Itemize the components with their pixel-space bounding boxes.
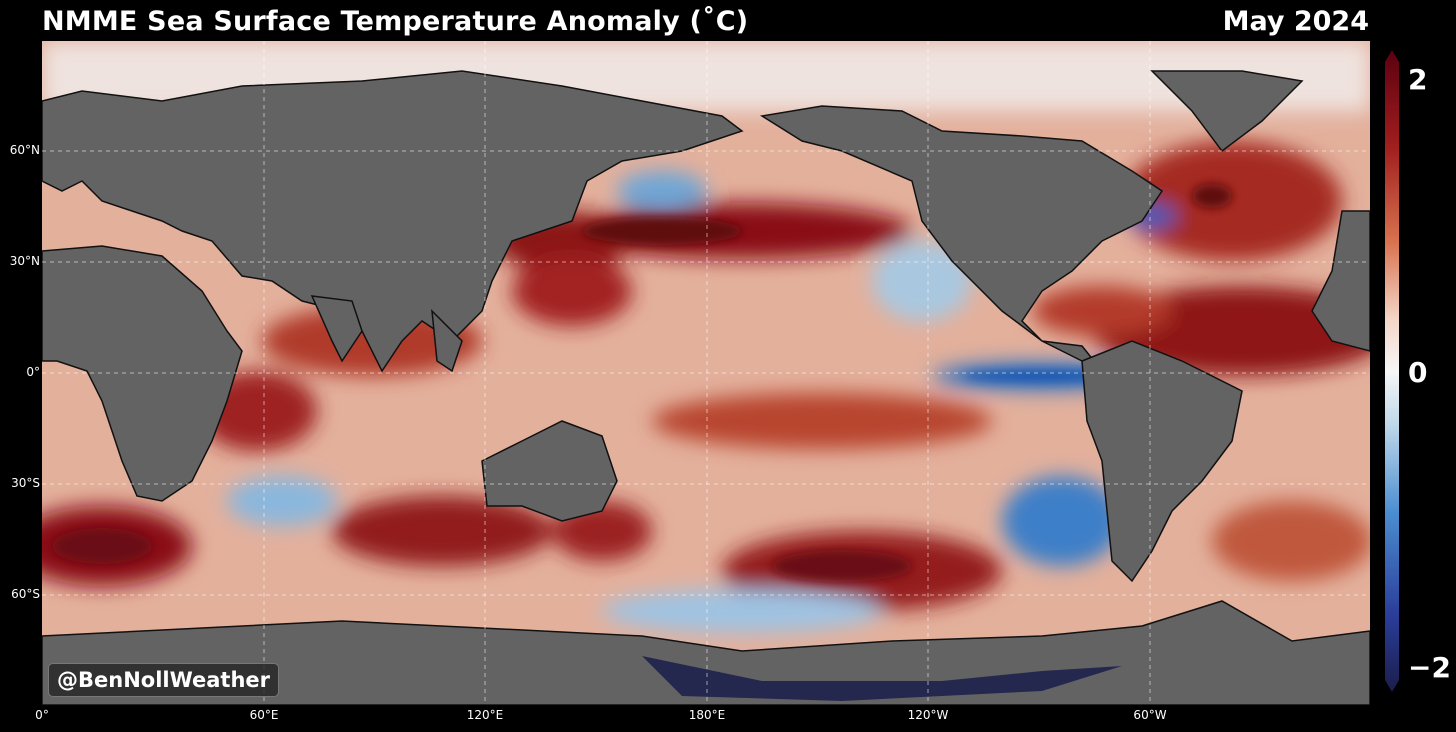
lon-label-60e: 60°E <box>249 708 279 722</box>
anomaly-detail <box>52 184 1232 582</box>
lon-label-60w: 60°W <box>1133 708 1167 722</box>
land-south-america <box>1081 340 1243 583</box>
cool-anomaly-se-pacific <box>1002 476 1122 566</box>
lat-label-60s: 60°S <box>11 587 40 601</box>
lat-label-30s: 30°S <box>11 476 40 490</box>
colorbar-fill <box>1385 50 1399 692</box>
colorbar <box>1385 50 1399 692</box>
warm-core-natlantic <box>1192 184 1232 208</box>
map-title: NMME Sea Surface Temperature Anomaly (˚C… <box>42 6 749 37</box>
antarctic-sea-ice <box>642 656 1122 701</box>
land-north-america <box>759 105 1164 372</box>
cool-anomaly-s-ocean <box>602 589 882 633</box>
warm-anomaly-caribbean <box>1032 286 1172 336</box>
colorbar-max-label: 2 <box>1408 63 1428 96</box>
land-greenland <box>1150 70 1304 153</box>
warm-anomaly-natlantic <box>1122 141 1342 261</box>
lon-label-0: 0° <box>35 708 49 722</box>
colorbar-min-label: −2 <box>1408 651 1451 684</box>
warm-anomaly-eq-pacific <box>652 393 992 449</box>
lat-label-60n: 60°N <box>9 143 40 157</box>
warm-anomaly-wpacific <box>512 256 632 326</box>
warm-core-sw-indian <box>52 528 152 564</box>
cool-anomaly-ne-pacific <box>872 241 972 321</box>
author-watermark: @BenNollWeather <box>48 663 280 697</box>
warm-anomaly-s-atlantic <box>1212 501 1370 581</box>
map-canvas <box>42 41 1370 705</box>
lat-label-30n: 30°N <box>9 254 40 268</box>
land-eurasia <box>42 70 744 373</box>
warm-core-kuroshio <box>582 217 742 245</box>
land-europe-west <box>1311 210 1370 352</box>
lon-label-120w: 120°W <box>907 708 949 722</box>
lon-label-120e: 120°E <box>466 708 504 722</box>
lon-label-180: 180°E <box>688 708 726 722</box>
sst-anomaly-map <box>42 41 1370 705</box>
warm-anomaly-s-indian <box>332 496 552 566</box>
cool-anomaly-bering <box>617 171 707 211</box>
graticule <box>42 41 1370 705</box>
land-india <box>310 295 363 363</box>
warm-core-s-pacific <box>772 550 912 582</box>
land-australia <box>481 420 618 522</box>
land-arabia-africa <box>42 245 243 502</box>
colorbar-mid-label: 0 <box>1408 356 1428 389</box>
cool-anomaly-s-indian <box>227 476 337 526</box>
land-se-asia <box>431 308 463 373</box>
map-date: May 2024 <box>1222 6 1369 37</box>
lat-label-0: 0° <box>26 365 40 379</box>
